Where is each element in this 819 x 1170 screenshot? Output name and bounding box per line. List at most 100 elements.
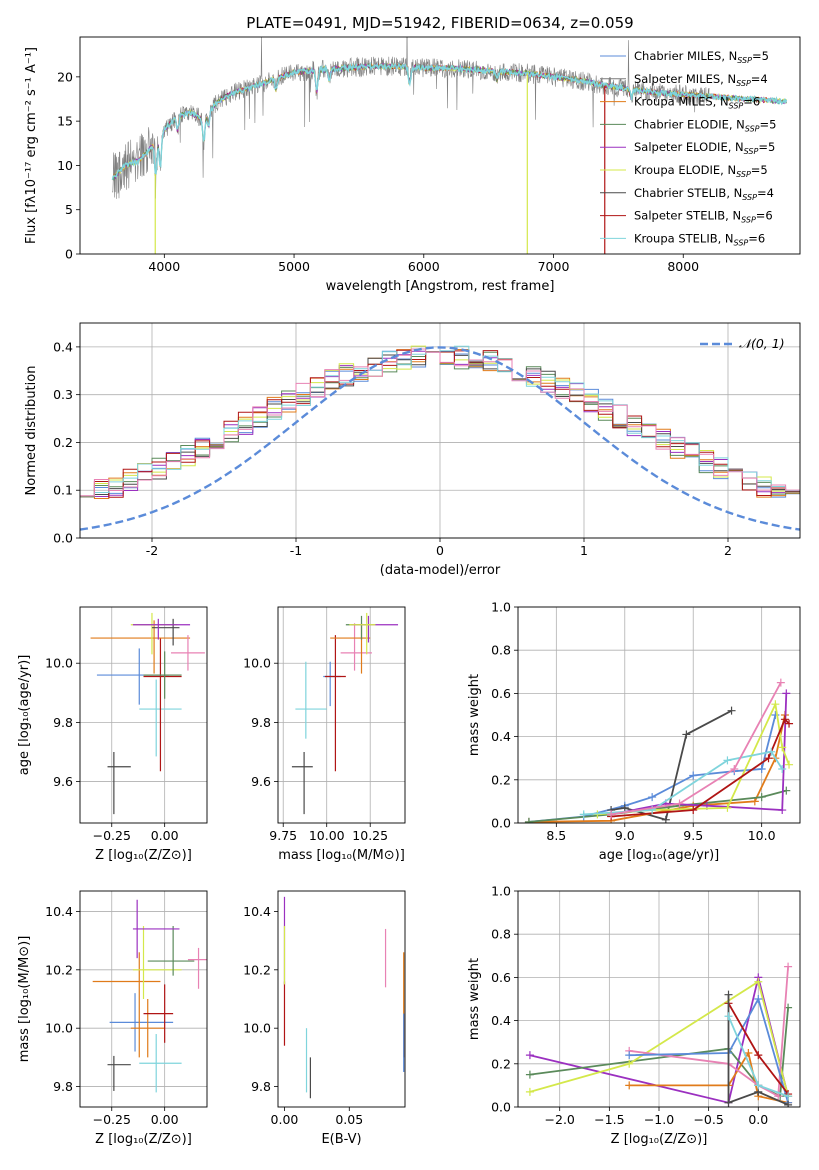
y-axis-label: mass weight xyxy=(467,674,482,756)
weight-marker xyxy=(579,810,588,819)
y-tick-label: 0.3 xyxy=(53,387,73,402)
y-axis-label: Flux [fλ10⁻¹⁷ erg cm⁻² s⁻¹ A⁻¹] xyxy=(24,47,39,244)
legend-entry: Chabrier MILES, NSSP=5 xyxy=(634,49,769,65)
x-tick-label: -1 xyxy=(290,543,302,558)
errorbar-point xyxy=(349,612,376,655)
x-tick-label: 10.0 xyxy=(748,828,776,843)
legend-entry: Salpeter STELIB, NSSP=6 xyxy=(634,209,773,225)
y-tick-label: 10.4 xyxy=(45,904,73,919)
y-tick-label: 0.1 xyxy=(53,483,73,498)
chart-title: PLATE=0491, MJD=51942, FIBERID=0634, z=0… xyxy=(246,14,633,32)
y-tick-label: 10.2 xyxy=(243,962,271,977)
y-tick-label: 9.8 xyxy=(251,1079,271,1094)
errorbar-point xyxy=(151,618,180,646)
plot-frame xyxy=(79,606,208,824)
errorbar-point xyxy=(171,635,205,671)
mass-weight-vs-age-lines xyxy=(524,678,794,823)
x-axis-label: wavelength [Angstrom, rest frame] xyxy=(326,279,555,294)
errorbar-point xyxy=(324,635,346,772)
y-axis-label: Normed distribution xyxy=(24,366,39,496)
x-axis-label: mass [log₁₀(M/M⊙)] xyxy=(278,848,405,863)
y-tick-label: 10.0 xyxy=(45,656,73,671)
weight-marker xyxy=(625,1051,634,1060)
y-tick-label: 5 xyxy=(65,202,73,217)
y-tick-label: 10.4 xyxy=(243,904,271,919)
legend-entry: Salpeter MILES, NSSP=4 xyxy=(634,72,768,88)
age-vs-Z-axes: −0.25 0.00 9.6 9.8 10.0 Z [log₁₀(Z/Z⊙)] age [l… xyxy=(17,607,207,863)
residual-legend: 𝒩(0, 1) xyxy=(700,336,785,351)
weight-marker xyxy=(724,1012,733,1021)
mass-weight-vs-Z-lines xyxy=(525,962,793,1107)
legend-entry: Salpeter ELODIE, NSSP=5 xyxy=(634,140,775,156)
errorbar-point xyxy=(132,899,180,959)
errorbar-point xyxy=(295,661,327,739)
plot-frame xyxy=(79,322,801,539)
weight-marker xyxy=(754,995,763,1003)
y-tick-label: 10.2 xyxy=(45,962,73,977)
errorbar-point xyxy=(323,661,341,707)
x-axis-label: E(B-V) xyxy=(321,1132,361,1147)
y-tick-label: 0.6 xyxy=(491,970,511,985)
model-spectrum xyxy=(111,61,788,181)
weight-marker xyxy=(780,715,789,724)
x-tick-label: 10.00 xyxy=(309,828,345,843)
x-tick-label: −0.5 xyxy=(693,1112,723,1127)
mass-vs-EBV-axes: 0.00 0.05 9.8 10.0 10.2 10.4 E(B-V) xyxy=(243,904,363,1147)
x-tick-label: 9.75 xyxy=(269,828,297,843)
mass-vs-Z-points xyxy=(92,899,207,1093)
x-tick-label: 1 xyxy=(580,543,588,558)
errorbar-point xyxy=(107,751,131,815)
y-tick-label: 0.8 xyxy=(491,643,511,658)
legend-entry: Kroupa MILES, NSSP=6 xyxy=(634,95,760,111)
weight-marker xyxy=(778,743,787,752)
plot-frame xyxy=(277,606,406,824)
y-tick-label: 10.0 xyxy=(45,1021,73,1036)
spectrum-lines xyxy=(111,37,788,254)
errorbar-point xyxy=(132,618,191,640)
weight-series xyxy=(724,1012,793,1101)
errorbar-point xyxy=(143,651,182,699)
plot-frame xyxy=(517,890,801,1108)
x-tick-label: 6000 xyxy=(408,259,440,274)
weight-marker xyxy=(724,990,733,999)
age-vs-mass-axes: 9.75 10.00 10.25 9.6 9.8 10.0 mass [log₁₀(M/M⊙… xyxy=(243,607,405,863)
weight-marker xyxy=(625,1081,634,1090)
weight-marker xyxy=(754,977,763,986)
x-tick-label: 0.0 xyxy=(748,1112,768,1127)
weight-marker xyxy=(784,1092,793,1101)
x-axis-label: Z [log₁₀(Z/Z⊙)] xyxy=(95,848,192,863)
weight-marker xyxy=(785,760,794,769)
errorbar-point xyxy=(291,751,313,815)
y-tick-label: 9.8 xyxy=(53,1079,73,1094)
y-tick-label: 10 xyxy=(57,158,73,173)
weight-marker xyxy=(757,793,766,802)
y-tick-label: 0.2 xyxy=(53,435,73,450)
weight-marker xyxy=(782,689,791,698)
weight-marker xyxy=(778,806,787,815)
y-tick-label: 1.0 xyxy=(491,600,511,615)
y-tick-label: 10.0 xyxy=(243,656,271,671)
weight-marker xyxy=(689,771,698,780)
spectrum-axes: 4000 5000 6000 7000 8000 0 5 10 15 20 wavelength [… xyxy=(24,47,699,294)
x-tick-label: 9.5 xyxy=(683,828,703,843)
x-tick-label: −0.25 xyxy=(93,1112,131,1127)
x-tick-label: 0.00 xyxy=(151,828,179,843)
weight-marker xyxy=(778,765,787,773)
legend-entry: Chabrier ELODIE, NSSP=5 xyxy=(634,117,776,133)
histogram-series xyxy=(80,345,800,497)
weight-marker xyxy=(648,793,657,802)
weight-marker xyxy=(675,799,684,808)
weight-marker xyxy=(757,765,766,773)
weight-marker xyxy=(682,730,691,739)
spectrum-legend: Chabrier MILES, NSSP=5 Salpeter MILES, NS… xyxy=(600,49,776,247)
y-tick-label: 10.0 xyxy=(243,1021,271,1036)
weight-marker xyxy=(723,756,732,765)
weight-marker xyxy=(607,810,616,819)
x-axis-label: Z [log₁₀(Z/Z⊙)] xyxy=(95,1132,192,1147)
weight-marker xyxy=(525,1051,534,1060)
y-tick-label: 0.4 xyxy=(491,1013,511,1028)
x-tick-label: -2 xyxy=(146,543,158,558)
errorbar-point xyxy=(109,993,174,1052)
x-tick-label: 7000 xyxy=(538,259,570,274)
legend-entry: Chabrier STELIB, NSSP=4 xyxy=(634,186,774,202)
